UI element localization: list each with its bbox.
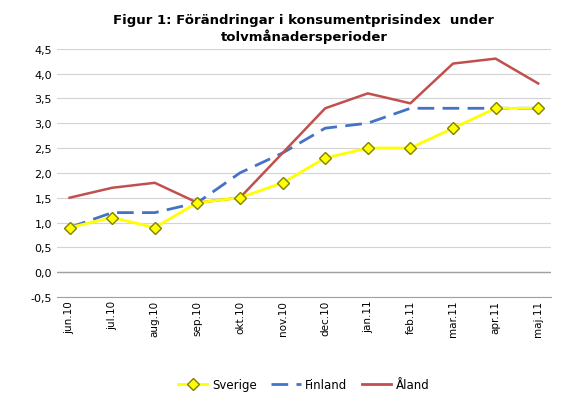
Finland bbox=[535, 107, 542, 112]
Åland bbox=[321, 107, 328, 112]
Finland bbox=[194, 201, 201, 206]
Finland bbox=[151, 211, 158, 216]
Finland bbox=[365, 121, 371, 126]
Line: Åland: Åland bbox=[69, 59, 538, 203]
Åland bbox=[535, 82, 542, 87]
Finland bbox=[109, 211, 116, 216]
Finland bbox=[407, 107, 414, 112]
Sverige bbox=[365, 146, 371, 151]
Sverige bbox=[321, 156, 328, 161]
Legend: Sverige, Finland, Åland: Sverige, Finland, Åland bbox=[173, 373, 435, 396]
Line: Finland: Finland bbox=[69, 109, 538, 228]
Sverige bbox=[151, 225, 158, 230]
Åland bbox=[450, 62, 457, 67]
Finland bbox=[492, 107, 499, 112]
Sverige bbox=[194, 201, 201, 206]
Sverige bbox=[450, 126, 457, 131]
Sverige bbox=[407, 146, 414, 151]
Line: Sverige: Sverige bbox=[65, 105, 542, 232]
Finland bbox=[450, 107, 457, 112]
Åland bbox=[151, 181, 158, 186]
Åland bbox=[492, 57, 499, 62]
Finland bbox=[279, 151, 286, 156]
Åland bbox=[407, 102, 414, 107]
Åland bbox=[279, 151, 286, 156]
Title: Figur 1: Förändringar i konsumentprisindex  under
tolvmånadersperioder: Figur 1: Förändringar i konsumentprisind… bbox=[114, 14, 494, 44]
Sverige bbox=[109, 216, 116, 221]
Åland bbox=[66, 196, 73, 201]
Åland bbox=[109, 186, 116, 191]
Sverige bbox=[492, 107, 499, 112]
Sverige bbox=[535, 107, 542, 112]
Finland bbox=[66, 225, 73, 230]
Sverige bbox=[66, 225, 73, 230]
Sverige bbox=[237, 196, 244, 201]
Åland bbox=[237, 196, 244, 201]
Finland bbox=[321, 126, 328, 131]
Sverige bbox=[279, 181, 286, 186]
Finland bbox=[237, 171, 244, 176]
Åland bbox=[365, 92, 371, 97]
Åland bbox=[194, 201, 201, 206]
